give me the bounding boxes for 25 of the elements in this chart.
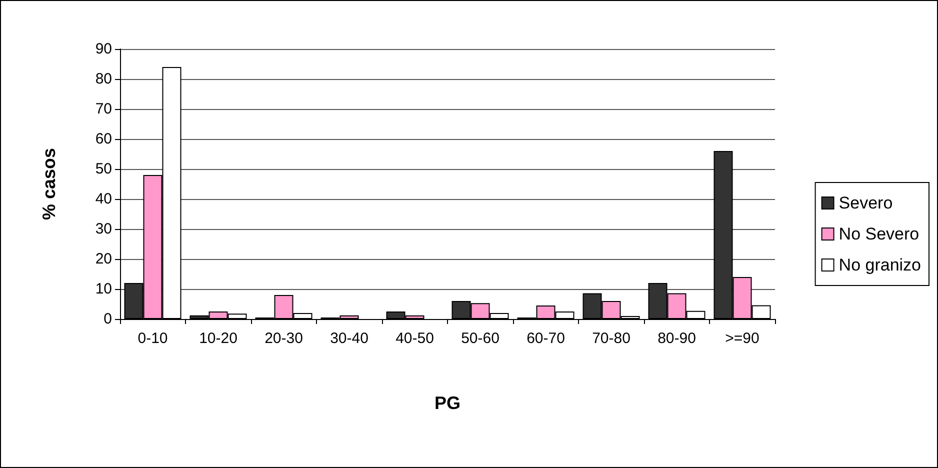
x-tick-label: 40-50	[396, 330, 434, 347]
x-tick-label: 20-30	[264, 330, 303, 347]
x-axis-title: PG	[434, 393, 461, 413]
y-tick-label: 60	[95, 130, 112, 148]
x-tick-label: 30-40	[330, 330, 368, 347]
y-tick-label: 0	[104, 310, 112, 328]
x-tick-label: 50-60	[461, 330, 500, 347]
x-tick-label: 70-80	[592, 330, 630, 347]
y-tick-label: 20	[95, 250, 112, 268]
y-tick-label: 70	[95, 100, 112, 118]
y-tick-label: 30	[95, 220, 112, 238]
y-axis-title: % casos	[39, 148, 59, 220]
x-tick-label: 80-90	[658, 330, 696, 347]
y-tick-label: 90	[95, 40, 112, 58]
x-tick-label: 10-20	[199, 330, 238, 347]
legend-label: No Severo	[838, 224, 920, 244]
x-tick-label: >=90	[725, 330, 760, 347]
y-tick-label: 50	[95, 160, 112, 178]
y-tick-label: 80	[95, 70, 112, 88]
y-tick-label: 10	[95, 280, 112, 298]
legend-label: No granizo	[838, 256, 922, 274]
legend-label: Severo	[838, 194, 893, 212]
y-tick-label: 40	[95, 190, 112, 208]
x-tick-label: 60-70	[526, 330, 565, 347]
x-tick-label: 0-10	[138, 330, 168, 347]
